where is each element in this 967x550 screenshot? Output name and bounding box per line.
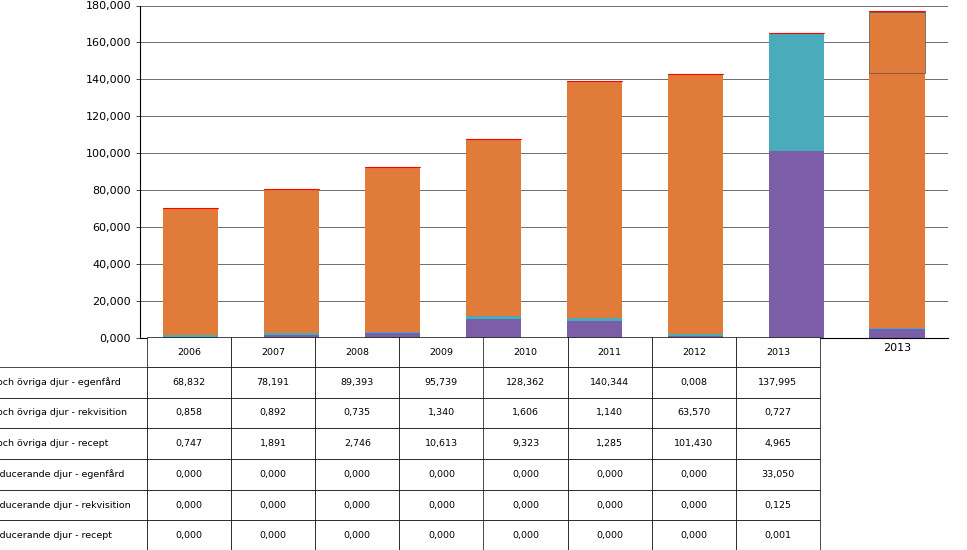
Bar bbox=[869, 12, 925, 73]
Bar bbox=[869, 73, 925, 328]
Bar bbox=[667, 336, 723, 338]
Bar bbox=[567, 81, 622, 318]
Bar bbox=[869, 328, 925, 329]
Bar bbox=[869, 329, 925, 338]
Bar bbox=[365, 333, 421, 338]
Bar bbox=[264, 189, 319, 333]
Bar bbox=[667, 74, 723, 334]
Bar bbox=[264, 333, 319, 335]
Bar bbox=[466, 316, 521, 318]
Bar bbox=[466, 139, 521, 316]
Bar bbox=[365, 167, 421, 332]
Bar bbox=[466, 318, 521, 338]
Bar bbox=[162, 336, 219, 337]
Bar bbox=[162, 208, 219, 336]
Bar bbox=[667, 334, 723, 336]
Bar bbox=[162, 337, 219, 338]
Bar bbox=[769, 151, 824, 338]
Bar bbox=[567, 318, 622, 321]
Bar bbox=[567, 321, 622, 338]
Bar bbox=[769, 33, 824, 151]
Bar bbox=[264, 335, 319, 338]
Bar bbox=[365, 332, 421, 333]
